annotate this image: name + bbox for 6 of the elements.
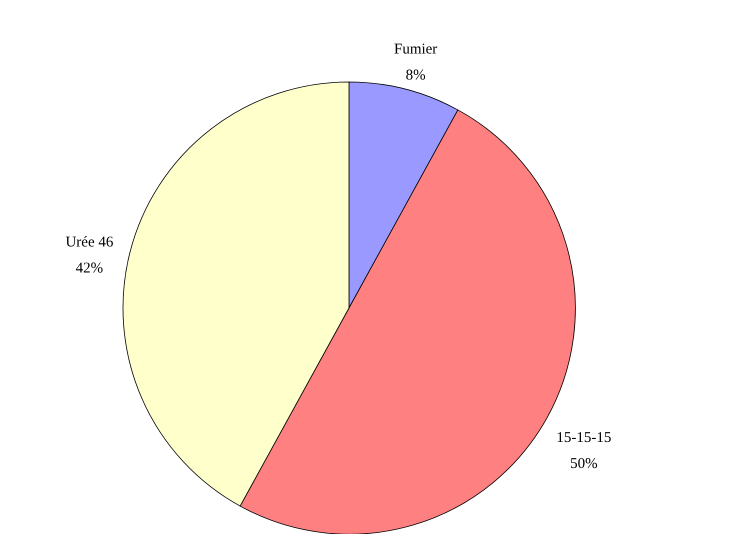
slice-label: Fumier (394, 41, 438, 58)
slice-label: Urée 46 (65, 234, 114, 250)
data-label: 50% (570, 456, 598, 472)
data-label: 8% (406, 67, 426, 84)
data-label: 42% (76, 260, 104, 276)
slice-label: 15-15-15 (556, 430, 612, 446)
